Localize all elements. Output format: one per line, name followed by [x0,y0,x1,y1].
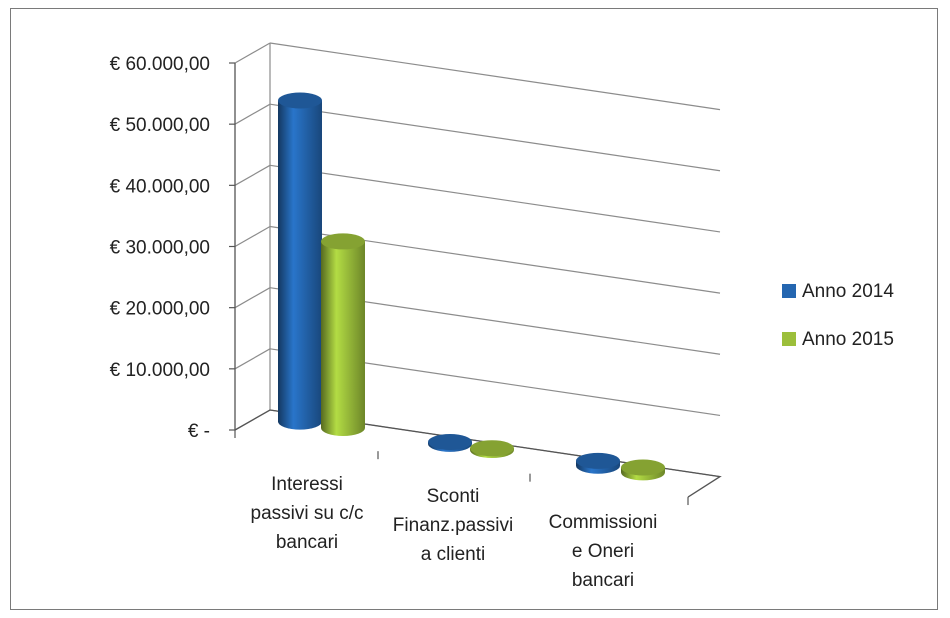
bar-top [321,233,365,250]
x-category-label: Interessi [271,474,343,495]
side-gridline [234,164,271,186]
bar-anno-2014-2 [576,452,620,474]
bar-anno-2014-1 [428,433,472,452]
y-tick-label: € 50.000,00 [110,115,210,136]
y-tick-label: € 20.000,00 [110,299,210,320]
legend-label: Anno 2015 [802,329,894,350]
bar-top [278,92,322,109]
bar-anno-2015-1 [470,440,514,459]
gridline [269,103,721,172]
bar-body [278,100,322,430]
side-gridline [234,287,271,309]
side-gridline [234,225,271,248]
bar-anno-2015-2 [621,459,665,481]
x-category-label: bancari [572,570,634,591]
legend-swatch [782,284,796,298]
bar-top [621,459,665,476]
y-tick-label: € 10.000,00 [110,360,210,381]
y-tick-label: € 30.000,00 [110,238,210,259]
y-tick-label: € 40.000,00 [110,176,210,197]
y-tick-label: € 60.000,00 [110,54,210,75]
bar-anno-2015-0 [321,233,365,436]
x-category-label: Commissioni [549,512,658,533]
x-category-label: passivi su c/c [251,503,364,524]
side-gridline [234,348,271,370]
x-category-label: e Oneri [572,541,634,562]
gridline [269,164,721,233]
gridline [269,42,721,111]
legend-label: Anno 2014 [802,281,894,302]
bar-body [321,241,365,436]
bar-top [576,452,620,469]
bar-top [428,433,472,450]
x-category-label: Sconti [427,486,480,507]
chart-frame [10,8,938,610]
side-gridline [234,42,271,64]
x-category-label: bancari [276,532,338,553]
side-gridline [234,103,271,125]
legend-swatch [782,332,796,346]
x-category-label: a clienti [421,544,485,565]
y-tick-label: € - [188,421,210,442]
bar-top [470,440,514,457]
bar-anno-2014-0 [278,92,322,430]
x-category-label: Finanz.passivi [393,515,513,536]
